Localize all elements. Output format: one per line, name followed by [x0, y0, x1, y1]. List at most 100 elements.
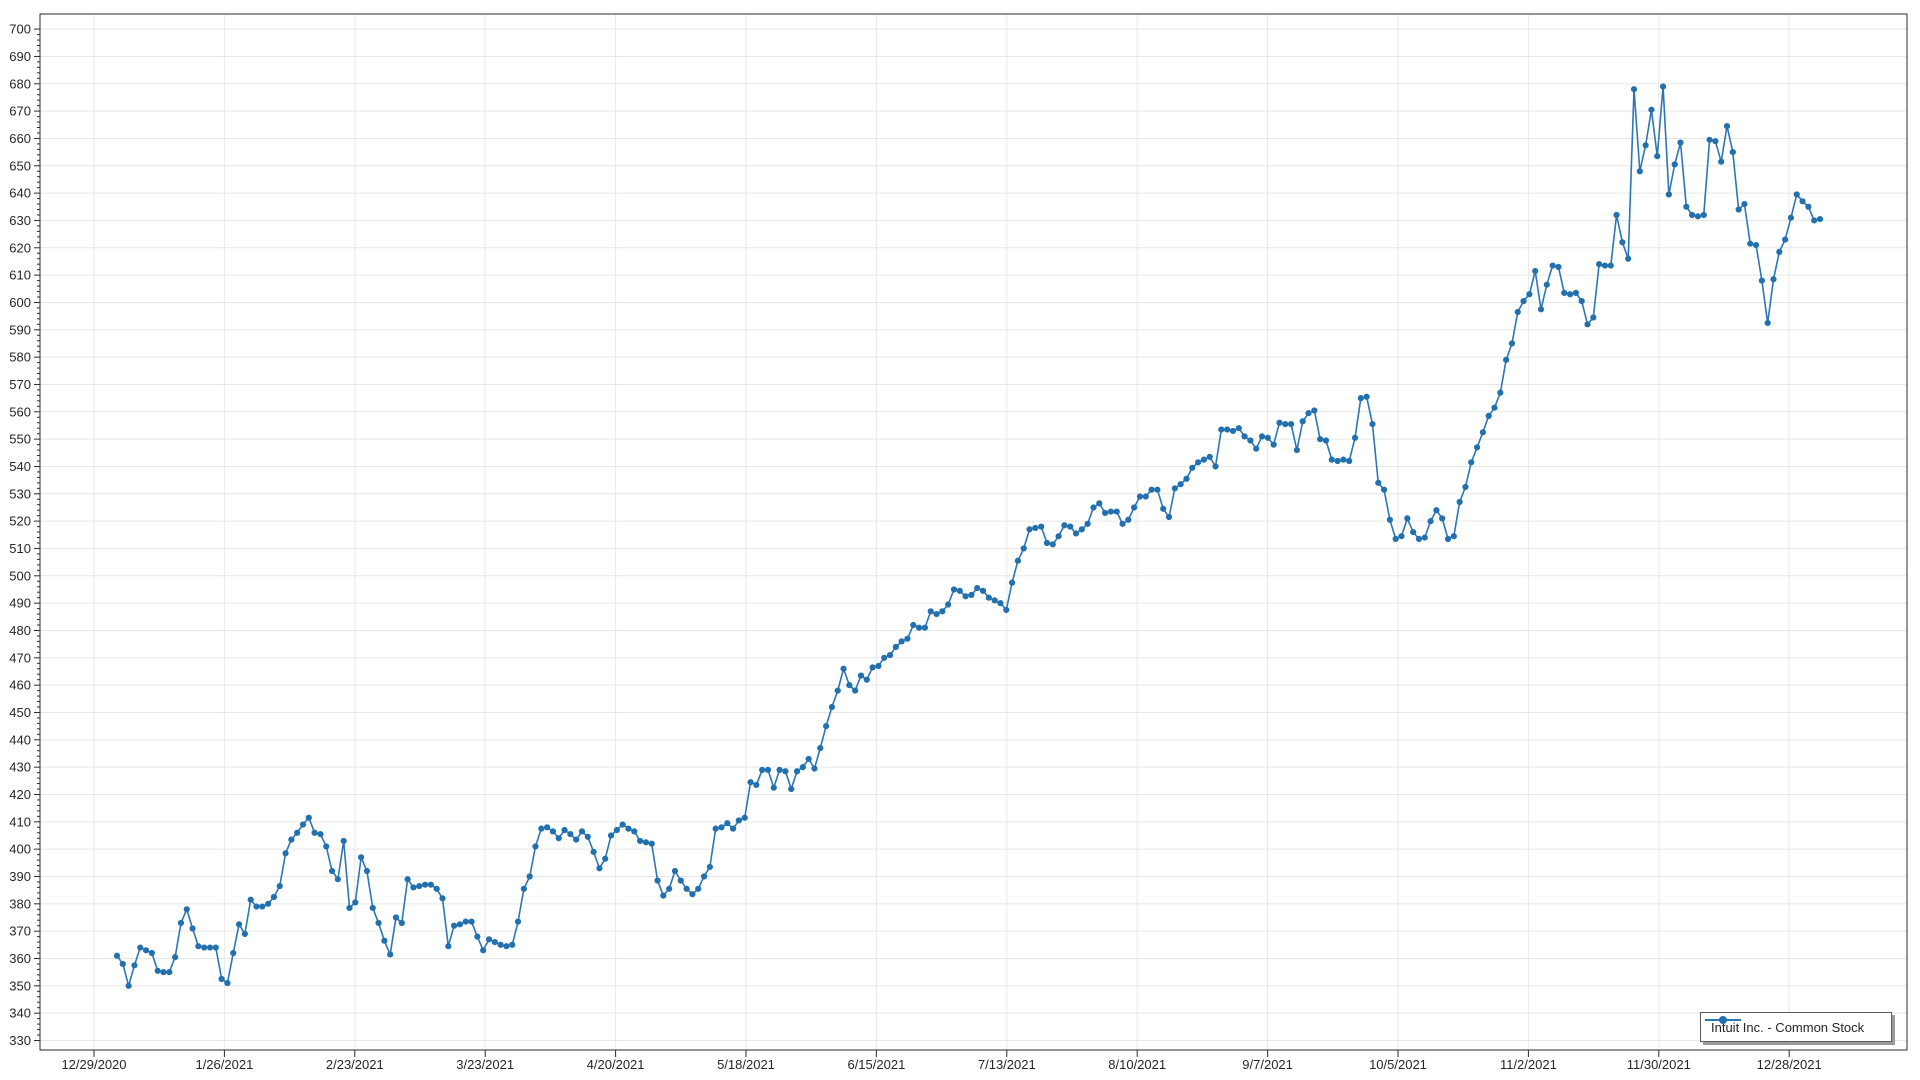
- data-point[interactable]: [526, 873, 533, 880]
- data-point[interactable]: [1642, 142, 1649, 149]
- data-point[interactable]: [1729, 149, 1736, 156]
- data-point[interactable]: [1328, 456, 1335, 463]
- data-point[interactable]: [235, 921, 243, 928]
- data-point[interactable]: [1282, 421, 1289, 428]
- data-point[interactable]: [1677, 139, 1684, 146]
- data-point[interactable]: [230, 949, 237, 957]
- data-point[interactable]: [125, 982, 132, 989]
- data-point[interactable]: [503, 943, 510, 950]
- data-point[interactable]: [1596, 261, 1603, 268]
- data-point[interactable]: [1747, 240, 1754, 247]
- data-point[interactable]: [1008, 579, 1016, 586]
- data-point[interactable]: [1317, 436, 1324, 443]
- data-point[interactable]: [148, 949, 155, 957]
- data-point[interactable]: [1090, 504, 1097, 511]
- data-point[interactable]: [172, 954, 179, 961]
- data-point[interactable]: [1590, 314, 1597, 321]
- data-point[interactable]: [1136, 493, 1144, 500]
- data-point[interactable]: [189, 925, 196, 932]
- data-point[interactable]: [823, 723, 830, 730]
- data-point[interactable]: [1247, 437, 1254, 444]
- data-point[interactable]: [1549, 262, 1556, 269]
- data-point[interactable]: [648, 840, 655, 847]
- data-point[interactable]: [1683, 203, 1690, 210]
- data-point[interactable]: [625, 825, 632, 832]
- data-point[interactable]: [666, 885, 673, 892]
- data-point[interactable]: [265, 900, 272, 907]
- data-point[interactable]: [1107, 508, 1114, 515]
- data-point[interactable]: [602, 855, 609, 862]
- data-point[interactable]: [427, 881, 434, 888]
- data-point[interactable]: [468, 918, 475, 925]
- data-point[interactable]: [253, 903, 260, 910]
- data-point[interactable]: [1770, 276, 1777, 283]
- data-point[interactable]: [294, 829, 301, 836]
- data-point[interactable]: [1055, 533, 1062, 540]
- data-point[interactable]: [247, 896, 254, 903]
- data-point[interactable]: [1194, 459, 1202, 466]
- data-point[interactable]: [549, 828, 557, 835]
- data-point[interactable]: [1253, 445, 1260, 452]
- data-point[interactable]: [1508, 340, 1516, 347]
- data-point[interactable]: [1782, 236, 1789, 243]
- data-point[interactable]: [578, 828, 586, 835]
- data-point[interactable]: [1305, 410, 1312, 417]
- data-point[interactable]: [1270, 441, 1277, 448]
- data-point[interactable]: [1706, 136, 1713, 143]
- data-point[interactable]: [1078, 526, 1085, 533]
- data-point[interactable]: [1404, 515, 1411, 522]
- data-point[interactable]: [718, 824, 725, 831]
- data-point[interactable]: [241, 930, 248, 937]
- data-point[interactable]: [1764, 319, 1771, 327]
- data-point[interactable]: [1043, 539, 1051, 547]
- data-point[interactable]: [782, 768, 789, 775]
- data-point[interactable]: [1520, 297, 1527, 305]
- data-point[interactable]: [160, 969, 167, 976]
- data-point[interactable]: [793, 768, 801, 775]
- data-point[interactable]: [637, 837, 644, 845]
- data-point[interactable]: [1421, 534, 1428, 541]
- data-point[interactable]: [997, 600, 1004, 607]
- data-point[interactable]: [927, 608, 934, 615]
- data-point[interactable]: [834, 687, 841, 694]
- data-point[interactable]: [404, 876, 411, 883]
- data-point[interactable]: [1665, 191, 1672, 198]
- data-point[interactable]: [735, 817, 743, 824]
- data-point[interactable]: [1398, 533, 1405, 540]
- data-point[interactable]: [1165, 513, 1173, 521]
- data-point[interactable]: [799, 764, 806, 771]
- data-point[interactable]: [439, 895, 446, 902]
- data-point[interactable]: [177, 919, 185, 927]
- data-point[interactable]: [369, 904, 376, 912]
- data-point[interactable]: [1735, 206, 1742, 213]
- data-point[interactable]: [381, 937, 388, 944]
- data-point[interactable]: [1799, 198, 1806, 205]
- data-point[interactable]: [1427, 518, 1434, 525]
- data-point[interactable]: [1456, 498, 1463, 506]
- data-point[interactable]: [1177, 481, 1184, 488]
- data-point[interactable]: [1514, 308, 1521, 316]
- data-point[interactable]: [1689, 211, 1696, 219]
- data-point[interactable]: [1758, 277, 1765, 284]
- data-point[interactable]: [1311, 407, 1318, 414]
- data-point[interactable]: [485, 936, 493, 943]
- data-point[interactable]: [328, 867, 336, 875]
- data-point[interactable]: [660, 892, 667, 899]
- data-point[interactable]: [898, 638, 905, 645]
- data-point[interactable]: [154, 967, 161, 974]
- data-point[interactable]: [956, 587, 963, 594]
- data-point[interactable]: [433, 885, 440, 892]
- data-point[interactable]: [613, 826, 620, 834]
- data-point[interactable]: [1026, 526, 1033, 533]
- data-point[interactable]: [1712, 138, 1719, 145]
- data-point[interactable]: [1142, 493, 1149, 500]
- data-point[interactable]: [1491, 404, 1498, 411]
- data-point[interactable]: [1479, 429, 1486, 436]
- data-point[interactable]: [1351, 434, 1359, 441]
- data-point[interactable]: [1561, 289, 1568, 296]
- data-point[interactable]: [555, 835, 562, 842]
- data-point[interactable]: [276, 882, 283, 890]
- data-point[interactable]: [317, 831, 324, 838]
- data-point[interactable]: [741, 814, 748, 821]
- data-point[interactable]: [805, 755, 812, 763]
